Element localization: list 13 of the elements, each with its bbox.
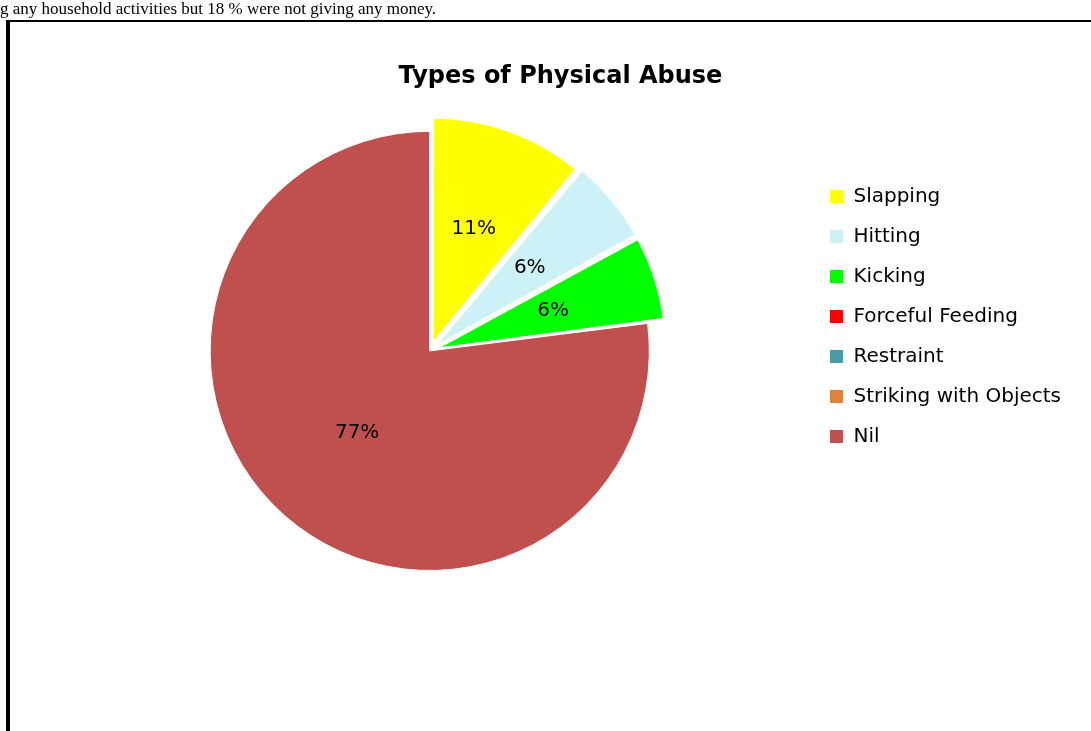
legend-label: Forceful Feeding <box>853 302 1018 327</box>
data-label: 11% <box>451 214 496 239</box>
legend-label: Hitting <box>853 222 921 247</box>
legend-label: Slapping <box>853 182 941 207</box>
data-label: 77% <box>334 419 380 444</box>
legend-label: Kicking <box>853 262 926 287</box>
chart-title: Types of Physical Abuse <box>398 60 723 89</box>
legend-label: Restraint <box>853 342 944 367</box>
legend-label: Striking with Objects <box>853 382 1061 407</box>
text: g any household activities but 18 % were not giving any money. <box>0 0 437 18</box>
legend-label: Nil <box>853 422 880 447</box>
data-label: 6% <box>537 296 570 321</box>
data-label: 6% <box>513 254 546 279</box>
